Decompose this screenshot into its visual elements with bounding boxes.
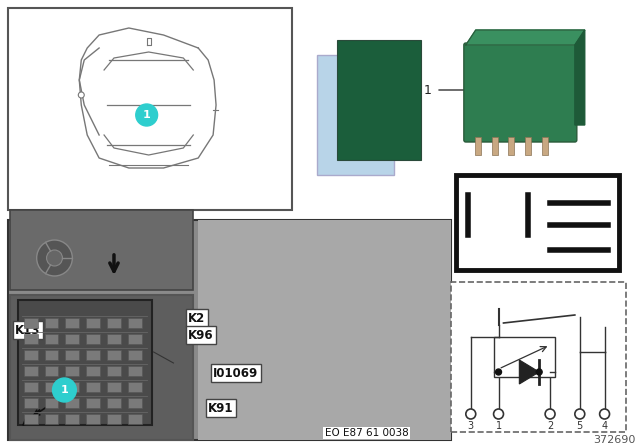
Bar: [128, 414, 141, 424]
Bar: [525, 137, 531, 155]
Bar: [45, 414, 58, 424]
Bar: [542, 137, 548, 155]
Bar: [45, 350, 58, 360]
Bar: [24, 382, 38, 392]
Bar: [86, 334, 100, 344]
Bar: [86, 350, 100, 360]
Bar: [10, 295, 193, 440]
Polygon shape: [519, 360, 539, 384]
Text: 3: 3: [468, 421, 474, 431]
Bar: [8, 220, 451, 440]
Bar: [45, 382, 58, 392]
Bar: [128, 398, 141, 408]
Circle shape: [47, 250, 63, 266]
Bar: [45, 398, 58, 408]
Bar: [107, 414, 121, 424]
Text: K91: K91: [208, 401, 234, 414]
Bar: [24, 318, 38, 328]
Bar: [128, 366, 141, 376]
Text: 3: 3: [476, 253, 483, 263]
Bar: [86, 414, 100, 424]
Bar: [65, 318, 79, 328]
Bar: [107, 334, 121, 344]
Bar: [45, 366, 58, 376]
Bar: [8, 8, 292, 210]
FancyBboxPatch shape: [464, 43, 577, 142]
Bar: [86, 382, 100, 392]
Bar: [107, 366, 121, 376]
Bar: [65, 334, 79, 344]
Bar: [65, 382, 79, 392]
Text: K96: K96: [188, 328, 214, 341]
Bar: [456, 175, 620, 270]
Bar: [128, 382, 141, 392]
Bar: [107, 398, 121, 408]
Bar: [65, 350, 79, 360]
Bar: [493, 337, 555, 377]
Bar: [18, 300, 152, 425]
Text: K2: K2: [188, 311, 205, 324]
Circle shape: [78, 92, 84, 98]
Text: 372690: 372690: [593, 435, 636, 445]
Text: 4: 4: [602, 421, 607, 431]
Bar: [107, 318, 121, 328]
Bar: [128, 318, 141, 328]
Bar: [65, 414, 79, 424]
Text: 1: 1: [61, 385, 68, 395]
Polygon shape: [466, 30, 585, 45]
Bar: [45, 334, 58, 344]
Bar: [24, 398, 38, 408]
Bar: [24, 334, 38, 344]
Circle shape: [52, 378, 76, 402]
Bar: [475, 137, 481, 155]
Circle shape: [575, 409, 585, 419]
Text: 5: 5: [524, 253, 531, 263]
Circle shape: [545, 409, 555, 419]
Text: I01069: I01069: [213, 366, 259, 379]
Text: 2: 2: [611, 245, 619, 255]
Text: 1: 1: [495, 421, 502, 431]
Bar: [86, 398, 100, 408]
Text: 2: 2: [547, 421, 553, 431]
Circle shape: [493, 409, 504, 419]
Bar: [24, 414, 38, 424]
Text: EO E87 61 0038: EO E87 61 0038: [325, 428, 408, 438]
Bar: [24, 366, 38, 376]
Bar: [128, 350, 141, 360]
Polygon shape: [575, 30, 585, 125]
Text: K13: K13: [15, 323, 40, 336]
Text: 4: 4: [611, 220, 619, 230]
Bar: [86, 366, 100, 376]
Bar: [10, 210, 193, 290]
Bar: [86, 318, 100, 328]
Circle shape: [466, 409, 476, 419]
Bar: [107, 382, 121, 392]
Bar: [337, 40, 421, 160]
Bar: [508, 137, 515, 155]
Circle shape: [136, 104, 157, 126]
Bar: [492, 137, 497, 155]
Bar: [198, 220, 451, 440]
Text: 5: 5: [577, 421, 583, 431]
Circle shape: [536, 369, 542, 375]
Circle shape: [36, 240, 72, 276]
Text: 1: 1: [143, 110, 150, 120]
Circle shape: [600, 409, 609, 419]
Circle shape: [495, 369, 502, 375]
Text: 1: 1: [423, 83, 431, 96]
Bar: [107, 350, 121, 360]
Bar: [317, 55, 394, 175]
Text: 1: 1: [611, 198, 618, 208]
Bar: [65, 366, 79, 376]
Bar: [65, 398, 79, 408]
Bar: [128, 334, 141, 344]
Bar: [451, 282, 627, 432]
Bar: [24, 350, 38, 360]
Bar: [45, 318, 58, 328]
